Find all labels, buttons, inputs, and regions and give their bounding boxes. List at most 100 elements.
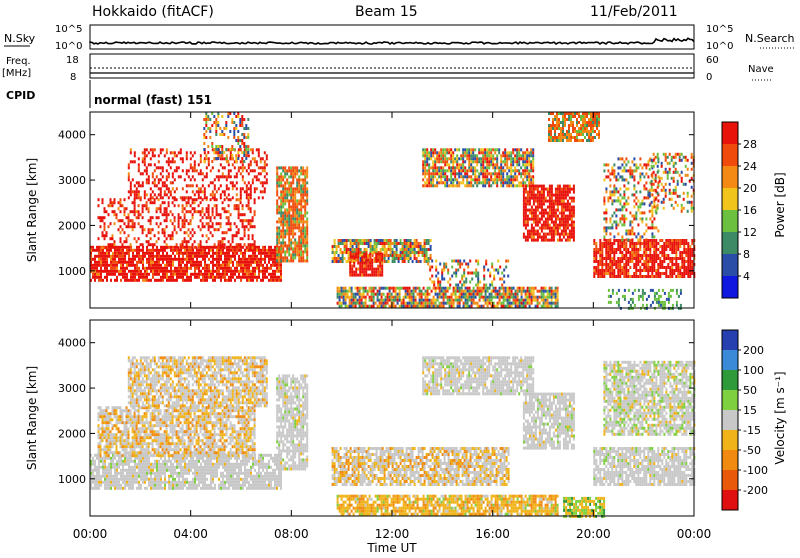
- data-cell: [238, 154, 240, 157]
- data-cell: [114, 201, 116, 204]
- data-cell: [154, 279, 156, 282]
- data-cell: [224, 273, 226, 276]
- data-cell: [553, 203, 555, 206]
- data-cell: [557, 194, 559, 197]
- data-cell: [208, 246, 210, 249]
- data-cell: [464, 184, 466, 187]
- data-cell: [174, 228, 176, 231]
- data-cell: [254, 246, 256, 249]
- data-cell: [381, 253, 383, 256]
- data-cell: [215, 145, 217, 148]
- data-cell: [238, 243, 240, 246]
- data-cell: [256, 187, 258, 190]
- data-cell: [180, 175, 182, 178]
- data-cell: [216, 175, 218, 178]
- data-cell: [240, 246, 242, 249]
- data-cell: [501, 278, 503, 281]
- data-cell: [531, 215, 533, 218]
- data-cell: [450, 172, 452, 175]
- data-cell: [366, 248, 368, 251]
- data-cell: [290, 253, 292, 256]
- data-cell: [472, 166, 474, 169]
- data-cell: [94, 279, 96, 282]
- data-cell: [231, 145, 233, 148]
- data-cell: [280, 232, 282, 235]
- data-cell: [247, 148, 249, 151]
- data-cell: [482, 178, 484, 181]
- data-cell: [282, 241, 284, 244]
- data-cell: [254, 187, 256, 190]
- data-cell: [526, 169, 528, 172]
- data-cell: [451, 266, 453, 269]
- data-cell: [371, 290, 373, 293]
- data-cell: [258, 154, 260, 157]
- data-cell: [172, 249, 174, 252]
- data-cell: [353, 271, 355, 274]
- data-cell: [478, 175, 480, 178]
- data-cell: [437, 278, 439, 281]
- data-cell: [235, 124, 237, 127]
- data-cell: [573, 200, 575, 203]
- data-cell: [353, 262, 355, 265]
- data-cell: [190, 258, 192, 261]
- data-cell: [582, 121, 584, 124]
- data-cell: [582, 118, 584, 121]
- data-cell: [336, 245, 338, 248]
- data-cell: [334, 260, 336, 263]
- data-cell: [571, 200, 573, 203]
- data-cell: [362, 242, 364, 245]
- data-cell: [406, 254, 408, 257]
- data-cell: [286, 250, 288, 253]
- data-cell: [286, 229, 288, 232]
- data-cell: [432, 172, 434, 175]
- data-cell: [248, 249, 250, 252]
- data-cell: [462, 181, 464, 184]
- data-cell: [160, 196, 162, 199]
- data-cell: [208, 249, 210, 252]
- data-cell: [557, 224, 559, 227]
- data-cell: [415, 296, 417, 299]
- data-cell: [240, 196, 242, 199]
- data-cell: [256, 255, 258, 258]
- data-cell: [200, 160, 202, 163]
- data-cell: [332, 248, 334, 251]
- data-cell: [110, 279, 112, 282]
- data-cell: [465, 281, 467, 284]
- data-cell: [228, 175, 230, 178]
- data-cell: [484, 169, 486, 172]
- data-cell: [400, 254, 402, 257]
- data-cell: [114, 243, 116, 246]
- data-cell: [156, 279, 158, 282]
- data-cell: [437, 296, 439, 299]
- data-cell: [398, 260, 400, 263]
- data-cell: [130, 270, 132, 273]
- data-cell: [609, 254, 611, 257]
- data-cell: [466, 154, 468, 157]
- data-cell: [215, 130, 217, 133]
- data-cell: [207, 118, 209, 121]
- data-cell: [359, 274, 361, 277]
- data-cell: [455, 269, 457, 272]
- data-cell: [369, 299, 371, 302]
- data-cell: [384, 254, 386, 257]
- data-cell: [495, 305, 497, 308]
- data-cell: [467, 296, 469, 299]
- data-cell: [541, 188, 543, 191]
- data-cell: [543, 239, 545, 242]
- data-cell: [160, 276, 162, 279]
- data-cell: [365, 299, 367, 302]
- data-cell: [192, 190, 194, 193]
- data-cell: [130, 279, 132, 282]
- data-cell: [627, 263, 629, 266]
- data-cell: [154, 163, 156, 166]
- data-cell: [359, 265, 361, 268]
- data-cell: [262, 276, 264, 279]
- data-cell: [573, 209, 575, 212]
- data-cell: [561, 233, 563, 236]
- data-cell: [282, 193, 284, 196]
- data-cell: [294, 193, 296, 196]
- data-cell: [278, 220, 280, 223]
- data-cell: [276, 276, 278, 279]
- data-cell: [451, 302, 453, 305]
- data-cell: [483, 305, 485, 308]
